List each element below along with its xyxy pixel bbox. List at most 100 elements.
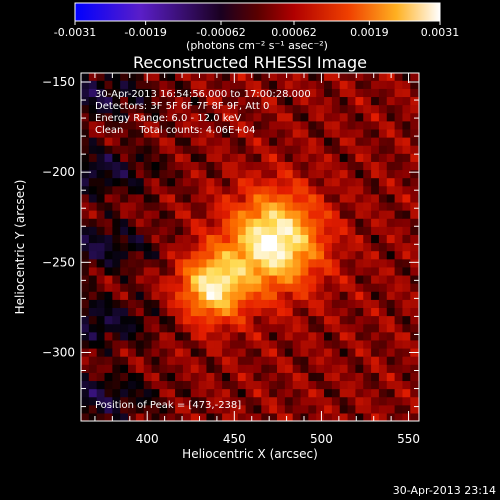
heatmap-cell: [222, 364, 231, 373]
heatmap-cell: [284, 169, 294, 179]
heatmap-cell: [175, 73, 184, 81]
heatmap-cell: [371, 412, 380, 421]
heatmap-cell: [371, 145, 380, 154]
heatmap-cell: [308, 128, 317, 138]
heatmap-cell: [214, 137, 223, 146]
heatmap-cell: [182, 169, 192, 179]
heatmap-cell: [402, 372, 411, 382]
heatmap-cell: [81, 307, 90, 317]
heatmap-cell: [394, 307, 404, 317]
heatmap-cell: [378, 193, 388, 203]
heatmap-cell: [378, 307, 388, 317]
heatmap-cell: [104, 161, 113, 171]
heatmap-cell: [292, 372, 302, 382]
heatmap-cell: [237, 193, 247, 203]
heatmap-cell: [402, 356, 411, 365]
heatmap-cell: [308, 380, 317, 390]
heatmap-cell: [308, 388, 317, 398]
heatmap-cell: [308, 218, 317, 227]
heatmap-cell: [159, 96, 168, 106]
heatmap-cell: [237, 412, 247, 421]
heatmap-cell: [347, 112, 357, 122]
heatmap-cell: [120, 96, 129, 106]
heatmap-cell: [363, 242, 372, 252]
heatmap-cell: [316, 185, 325, 195]
heatmap-cell: [363, 412, 372, 421]
heatmap-cell: [159, 104, 168, 114]
heatmap-cell: [214, 80, 223, 89]
heatmap-cell: [206, 177, 215, 187]
heatmap-cell: [135, 137, 145, 146]
heatmap-cell: [410, 128, 419, 138]
heatmap-cell: [347, 323, 357, 333]
heatmap-cell: [277, 137, 286, 146]
y-tick-label: −250: [42, 255, 75, 269]
heatmap-cell: [316, 242, 325, 252]
heatmap-cell: [331, 412, 341, 421]
heatmap-cell: [347, 210, 357, 219]
heatmap-cell: [237, 315, 247, 325]
heatmap-cell: [292, 96, 302, 106]
heatmap-cell: [253, 234, 262, 244]
heatmap-cell: [253, 412, 262, 421]
heatmap-cell: [292, 153, 302, 162]
heatmap-cell: [277, 193, 286, 203]
heatmap-cell: [151, 242, 160, 252]
heatmap-cell: [355, 250, 364, 260]
heatmap-cell: [151, 299, 160, 308]
heatmap-cell: [339, 242, 349, 252]
heatmap-cell: [292, 364, 302, 373]
x-tick-label: 550: [397, 432, 420, 446]
heatmap-cell: [363, 307, 372, 317]
heatmap-cell: [81, 250, 90, 260]
heatmap-cell: [237, 218, 247, 227]
heatmap-cell: [371, 185, 380, 195]
heatmap-cell: [151, 104, 160, 114]
heatmap-cell: [292, 112, 302, 122]
heatmap-cell: [253, 347, 262, 357]
heatmap-cell: [402, 80, 411, 89]
heatmap-cell: [128, 137, 137, 146]
x-tick-label: 500: [310, 432, 333, 446]
heatmap-cell: [277, 412, 286, 421]
heatmap-cell: [182, 73, 192, 81]
heatmap-cell: [143, 120, 153, 130]
heatmap-cell: [112, 169, 121, 179]
heatmap-cell: [143, 404, 153, 414]
heatmap-cell: [378, 96, 388, 106]
heatmap-cell: [81, 137, 90, 146]
heatmap-cell: [316, 274, 325, 284]
heatmap-cell: [237, 96, 247, 106]
heatmap-cell: [190, 234, 200, 244]
heatmap-cell: [182, 339, 192, 349]
heatmap-cell: [277, 73, 286, 81]
heatmap-cell: [269, 169, 278, 179]
heatmap-cell: [253, 396, 262, 406]
heatmap-cell: [229, 153, 239, 162]
heatmap-cell: [284, 291, 294, 300]
heatmap-cell: [339, 307, 349, 317]
heatmap-cell: [206, 323, 215, 333]
heatmap-cell: [143, 412, 153, 421]
heatmap-cell: [206, 120, 215, 130]
heatmap-cell: [81, 299, 90, 308]
heatmap-cell: [378, 210, 388, 219]
heatmap-cell: [135, 177, 145, 187]
heatmap-cell: [402, 315, 411, 325]
heatmap-cell: [386, 153, 396, 162]
heatmap-cell: [331, 96, 341, 106]
heatmap-cell: [284, 299, 294, 308]
heatmap-cell: [167, 120, 176, 130]
heatmap-cell: [394, 266, 404, 276]
heatmap-cell: [143, 396, 153, 406]
heatmap-cell: [378, 404, 388, 414]
heatmap-cell: [402, 145, 411, 154]
heatmap-cell: [245, 315, 255, 325]
heatmap-cell: [394, 323, 404, 333]
heatmap-cell: [128, 201, 137, 211]
heatmap-cell: [355, 128, 364, 138]
heatmap-cell: [190, 161, 200, 171]
heatmap-cell: [261, 218, 270, 227]
heatmap-cell: [245, 128, 255, 138]
heatmap-cell: [222, 404, 231, 414]
